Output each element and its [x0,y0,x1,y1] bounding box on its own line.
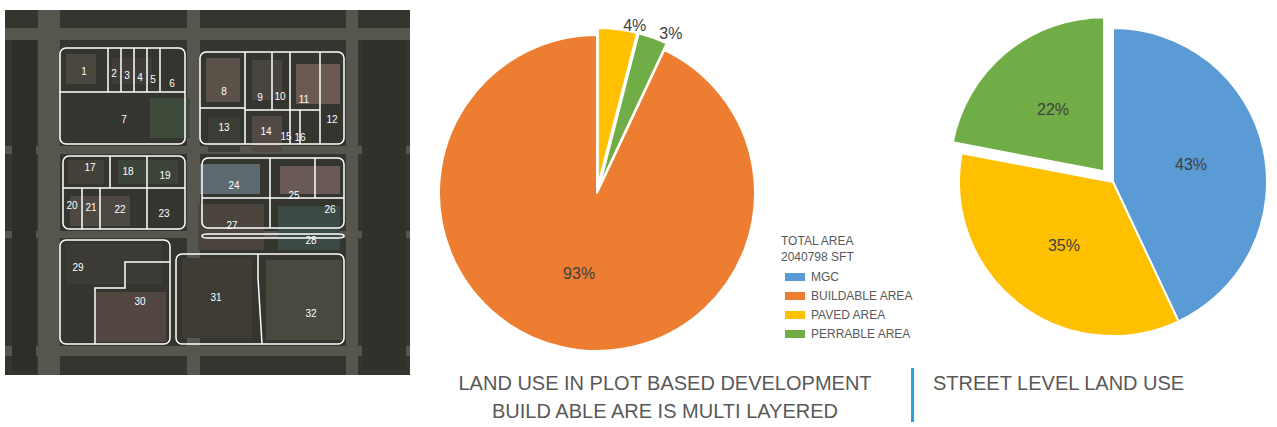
svg-text:43%: 43% [1175,156,1207,173]
svg-text:PERRABLE AREA: PERRABLE AREA [811,327,910,341]
svg-text:14: 14 [260,126,272,137]
svg-text:BUILD ABLE ARE IS MULTI LAYERE: BUILD ABLE ARE IS MULTI LAYERED [492,400,838,422]
svg-text:13: 13 [218,122,230,133]
svg-text:BUILDABLE AREA: BUILDABLE AREA [811,289,912,303]
svg-text:12: 12 [326,114,338,125]
svg-text:26: 26 [324,204,336,215]
svg-text:5: 5 [150,74,156,85]
svg-text:LAND USE IN PLOT BASED DEVELOP: LAND USE IN PLOT BASED DEVELOPMENT [458,372,871,394]
svg-text:27: 27 [226,220,238,231]
svg-text:22%: 22% [1037,101,1069,118]
svg-text:25: 25 [288,190,300,201]
svg-text:17: 17 [84,162,96,173]
svg-text:93%: 93% [563,265,595,282]
svg-text:32: 32 [305,308,317,319]
svg-text:19: 19 [159,170,171,181]
svg-text:10: 10 [274,91,286,102]
svg-text:11: 11 [299,94,310,105]
svg-text:2040798 SFT: 2040798 SFT [781,250,854,264]
svg-text:PAVED AREA: PAVED AREA [811,308,885,322]
svg-text:3%: 3% [659,25,682,42]
svg-text:8: 8 [221,86,227,97]
svg-text:6: 6 [169,78,175,89]
svg-text:35%: 35% [1048,237,1080,254]
svg-text:3: 3 [124,70,130,81]
svg-text:1: 1 [81,66,87,77]
svg-text:22: 22 [114,204,126,215]
svg-text:15: 15 [280,131,292,142]
svg-text:16: 16 [294,132,306,143]
svg-text:2: 2 [111,68,117,79]
svg-text:20: 20 [66,200,78,211]
svg-text:4%: 4% [623,17,646,34]
svg-text:31: 31 [210,292,222,303]
svg-text:18: 18 [122,166,134,177]
svg-text:TOTAL AREA: TOTAL AREA [781,234,853,248]
svg-text:30: 30 [134,296,146,307]
svg-text:28: 28 [305,235,317,246]
svg-text:21: 21 [85,202,97,213]
svg-text:MGC: MGC [811,270,839,284]
svg-text:7: 7 [121,114,127,125]
svg-text:24: 24 [228,180,240,191]
svg-text:4: 4 [137,72,143,83]
svg-text:29: 29 [72,262,84,273]
svg-text:STREET LEVEL LAND USE: STREET LEVEL LAND USE [933,372,1184,394]
svg-text:9: 9 [257,92,263,103]
svg-text:23: 23 [158,208,170,219]
